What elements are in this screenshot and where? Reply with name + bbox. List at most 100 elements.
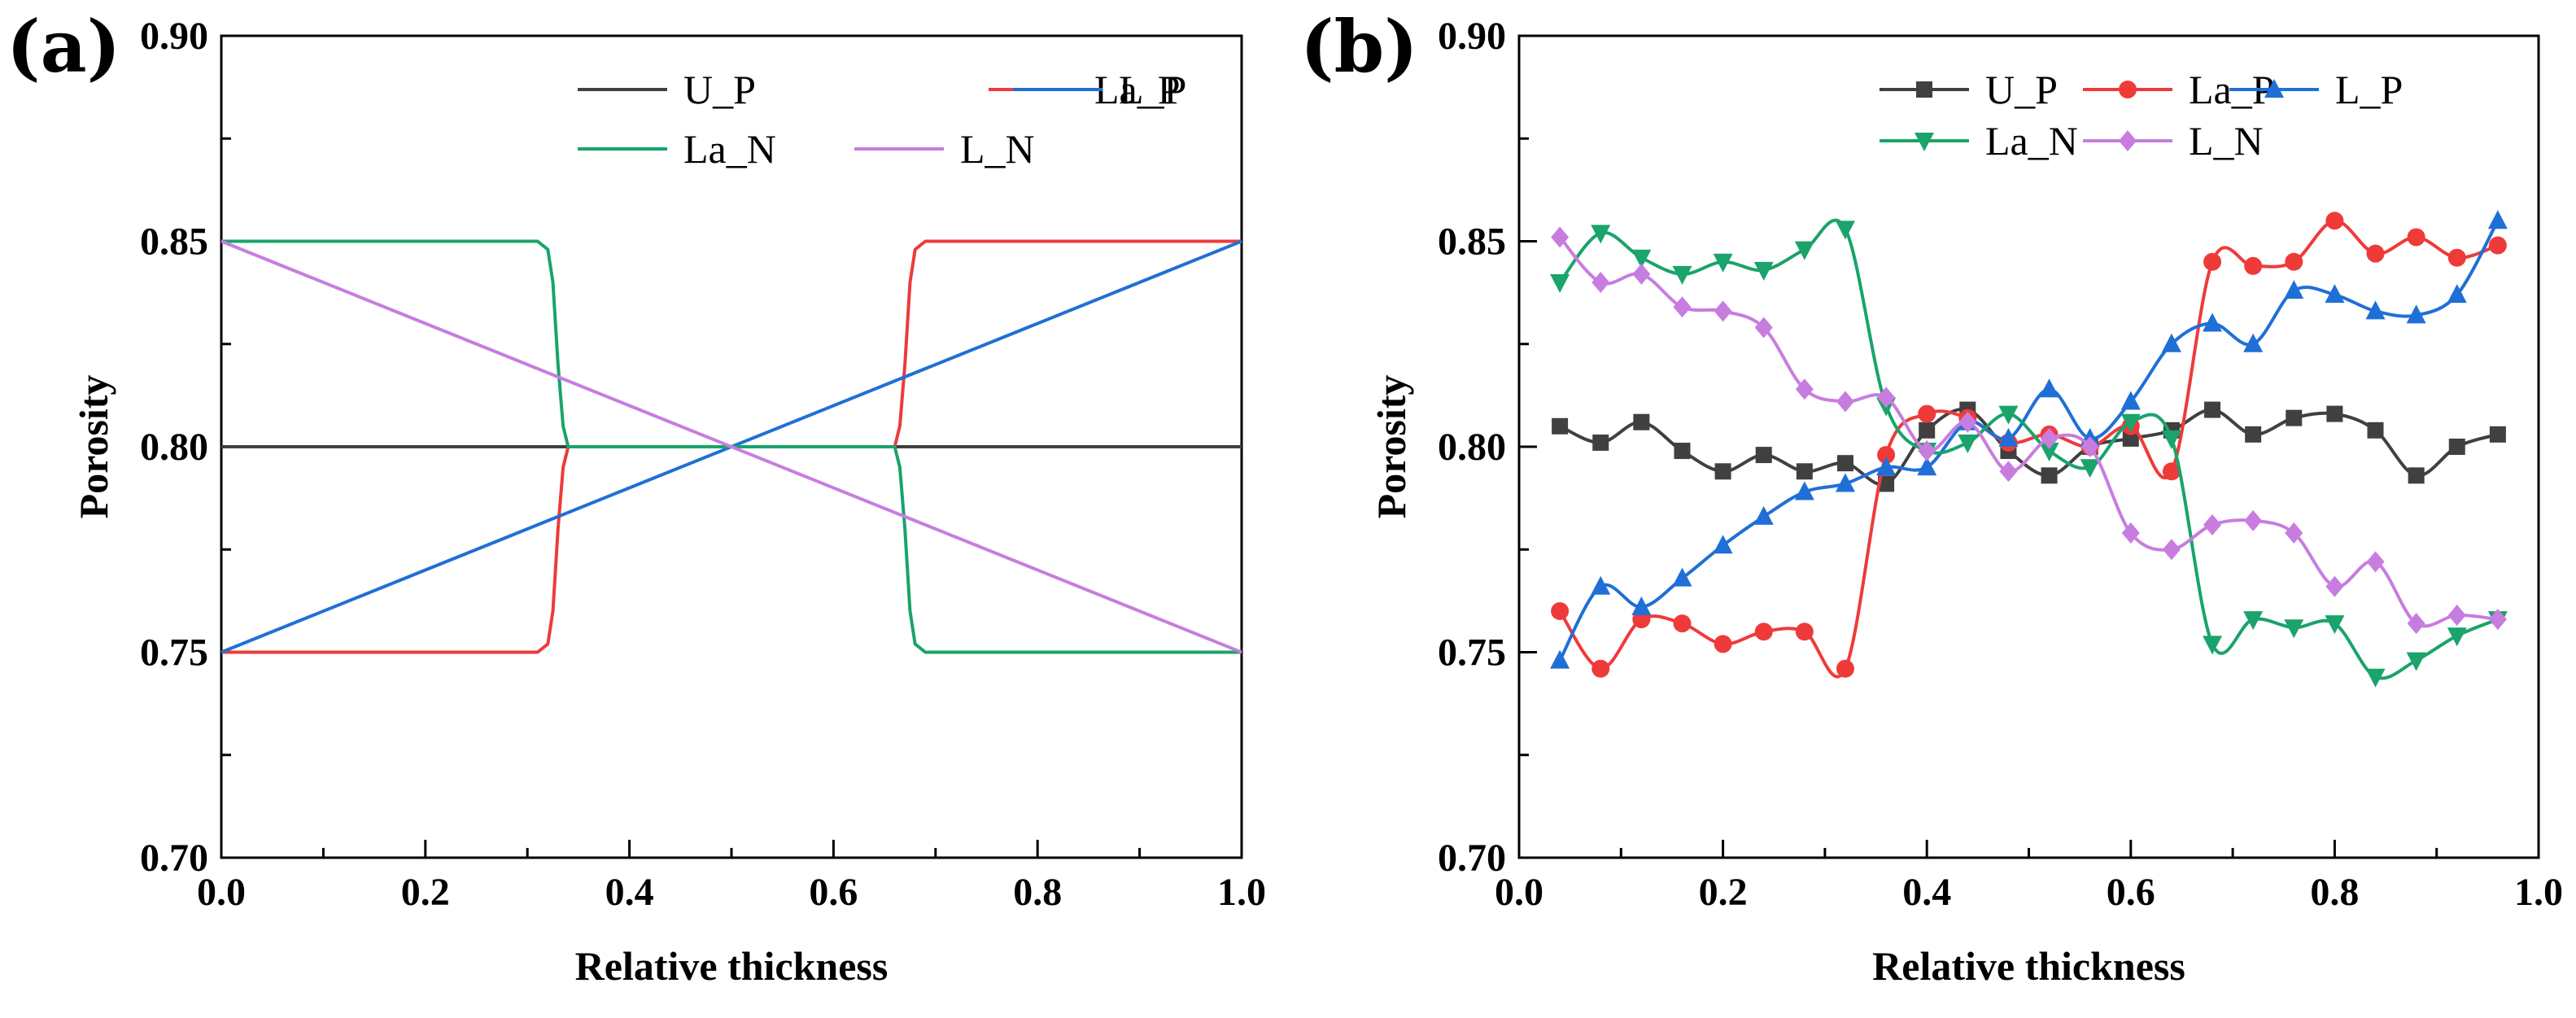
x-axis-title: Relative thickness: [1872, 943, 2185, 989]
series-la-p-line: [1558, 219, 2499, 679]
x-axis-title: Relative thickness: [575, 943, 889, 989]
series-l-n-point: [1877, 387, 1896, 409]
legend-u-p-label: U_P: [683, 67, 756, 112]
series-u-p-point: [1836, 455, 1853, 472]
series-l-p-point: [1794, 481, 1814, 500]
series-u-p: [1552, 401, 2506, 492]
series-la-p-point: [1714, 635, 1732, 653]
series-la-p-point: [2366, 244, 2385, 263]
series-la-n-point: [1835, 221, 1855, 240]
panel-label: (a): [7, 4, 120, 89]
series-l-p-point: [2325, 284, 2345, 304]
panel-label: (b): [1300, 4, 1418, 89]
series-l-p-point: [2406, 304, 2426, 324]
series-la-p: [1551, 212, 2507, 679]
series-la-p-point: [1918, 404, 1936, 423]
series-la-n-point: [1550, 274, 1570, 293]
series-u-p-point: [2448, 439, 2465, 455]
series-u-p-point: [2408, 467, 2425, 484]
series-l-n-point: [1673, 296, 1692, 318]
legend-l-p-label: L_P: [1119, 67, 1186, 112]
series-la-p-point: [2407, 228, 2425, 247]
series-la-n-point: [2447, 627, 2467, 647]
panel-b: (b) 0.0 0.2 0.4 0.6 0.8 1.0 0.70 0.75 0.80 0.85 0.9…: [1300, 4, 2563, 989]
legend-la-n-label: La_N: [683, 126, 776, 172]
legend-u-p-label: U_P: [1985, 67, 2058, 112]
series-la-p-point: [2325, 212, 2344, 230]
series-la-n-point: [2284, 619, 2304, 639]
series-l-p-point: [2120, 391, 2141, 410]
series-l-n-point: [1795, 378, 1814, 400]
x-tick-label: 0.4: [1902, 871, 1951, 914]
legend-l-n-label: L_N: [960, 126, 1035, 172]
series-l-n-point: [2366, 551, 2385, 573]
series-l-n: [220, 239, 1242, 654]
series-l-n-point: [2407, 613, 2425, 635]
series-la-n-point: [1591, 225, 1611, 244]
series-la-n-point: [2325, 615, 2345, 635]
series-u-p-point: [1592, 434, 1609, 451]
series-l-p-point: [2487, 210, 2508, 229]
series-la-n-point: [2243, 611, 2264, 631]
series-l-n-point: [2040, 427, 2059, 449]
x-tick-label: 0.8: [1013, 871, 1062, 914]
series-u-p-point: [2286, 409, 2303, 426]
series-l-p-point: [1713, 535, 1733, 554]
x-tick-label: 1.0: [2514, 871, 2563, 914]
legend-l-p-marker: [2264, 79, 2284, 98]
series-u-p-point: [2326, 405, 2343, 422]
series-la-p-point: [1591, 659, 1610, 678]
series-la-n-point: [1958, 434, 1978, 453]
series-la-p-point: [1673, 614, 1692, 633]
series-l-p-point: [1672, 567, 1692, 587]
y-tick-label: 0.90: [1438, 15, 1506, 58]
series-u-p-point: [1633, 413, 1650, 430]
series-l-n-point: [1591, 272, 1610, 293]
series-la-p-point: [1836, 659, 1854, 678]
series-la-n-point: [2406, 652, 2426, 671]
series-la-p-point: [1795, 623, 1814, 641]
legend-la-n-label: La_N: [1985, 118, 2078, 164]
series-l-p-point: [1998, 427, 2019, 447]
x-tick-label: 0.6: [809, 871, 858, 914]
series-u-p-point: [1552, 417, 1569, 435]
y-tick-label: 0.70: [1438, 837, 1506, 880]
x-tick-label: 0.0: [1495, 871, 1543, 914]
series-l-p-point: [1753, 505, 1774, 525]
legend: U_P La_PL_P La_N L_N: [578, 67, 1186, 172]
series-la-n-point: [2365, 668, 2386, 688]
series-l-n-point: [2203, 513, 2222, 535]
series-l-p-point: [2243, 333, 2264, 352]
series-la-p-point: [2244, 256, 2263, 275]
series-la-n: [1550, 218, 2508, 688]
series-l-n-point: [2080, 436, 2099, 457]
series-l-n-point: [1754, 317, 1773, 339]
series-l-p: [1550, 210, 2508, 669]
y-tick-label: 0.90: [140, 15, 208, 58]
series-l-n-line: [220, 239, 1242, 654]
series-la-n-point: [2203, 636, 2223, 655]
series-la-p-point: [1754, 623, 1773, 641]
legend-l-p-label: L_P: [2335, 67, 2403, 112]
series-l-n-point: [1918, 440, 1936, 462]
series-l-p-point: [1591, 575, 1611, 595]
series-la-n-point: [1998, 405, 2019, 425]
series-la-n-point: [1713, 253, 1733, 273]
series-l-p-point: [1631, 596, 1652, 615]
y-tick-label: 0.75: [140, 631, 208, 675]
series-la-p-point: [1551, 602, 1570, 620]
x-tick-label: 0.6: [2107, 871, 2155, 914]
series-la-p-point: [2162, 462, 2181, 481]
x-tick-label: 0.0: [197, 871, 246, 914]
series-l-n-point: [2162, 539, 2181, 561]
series-la-p-point: [2447, 248, 2466, 267]
series-u-p-point: [2367, 422, 2384, 439]
series-la-p-point: [1877, 446, 1896, 465]
series-l-n-point: [2488, 609, 2507, 631]
y-tick-label: 0.80: [1438, 426, 1506, 469]
x-tick-label: 0.8: [2310, 871, 2359, 914]
legend-u-p-marker: [1916, 81, 1932, 98]
series-u-p-point: [1796, 463, 1813, 480]
series-u-p-point: [2041, 467, 2058, 484]
series-l-n-point: [2325, 575, 2344, 597]
